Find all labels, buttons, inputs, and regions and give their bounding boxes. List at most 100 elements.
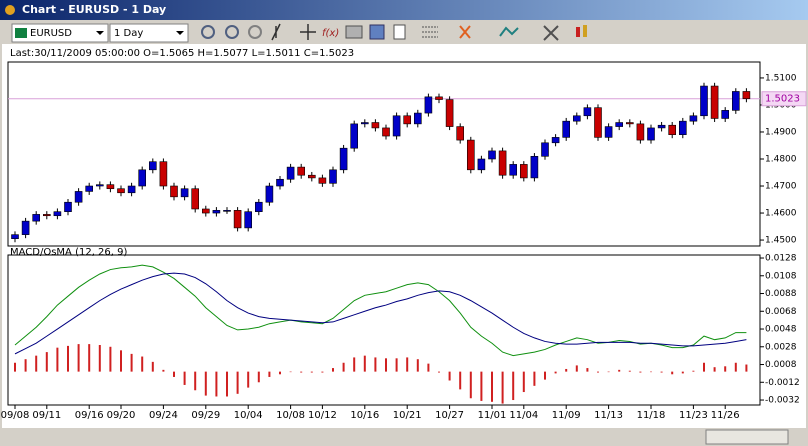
macd-line: [14, 264, 747, 357]
candle-body: [689, 115, 698, 122]
candle-body: [721, 110, 730, 119]
chart-type-icon[interactable]: [583, 25, 587, 37]
macd-title: MACD/OsMA (12, 26, 9): [10, 247, 128, 258]
candle-body: [307, 174, 316, 179]
y-tick-label: 1.4600: [765, 209, 797, 219]
osma-bar: [395, 358, 398, 372]
x-tick-label: 09/08: [1, 410, 30, 421]
osma-bar: [628, 370, 631, 372]
candle-body: [742, 91, 751, 100]
zoom-reset[interactable]: [248, 25, 262, 39]
osma-bar: [586, 368, 589, 372]
objects-icon[interactable]: [459, 25, 471, 39]
osma-bar: [650, 371, 652, 373]
candle-body: [551, 137, 560, 144]
x-tick-label: 10/04: [234, 410, 263, 421]
osma-bar: [448, 371, 451, 381]
candle-body: [615, 122, 624, 127]
osma-bar: [459, 371, 462, 390]
osma-bar: [236, 371, 239, 394]
candle-body: [276, 178, 284, 187]
candle-body: [572, 115, 581, 122]
osma-bar: [480, 371, 483, 401]
candle-body: [541, 142, 549, 157]
candle-body: [519, 164, 528, 179]
chart-type-icon[interactable]: [576, 27, 580, 37]
scale-tool[interactable]: [271, 23, 281, 41]
app-icon: [5, 5, 15, 15]
y-tick-label: 1.4500: [765, 236, 797, 246]
osma-bar: [491, 371, 493, 402]
indicator-icon[interactable]: [499, 26, 519, 37]
candle-body: [657, 124, 666, 129]
y-tick-label: 0.0048: [765, 325, 797, 335]
current-price-box: [761, 91, 807, 107]
doc-icon[interactable]: [393, 24, 406, 40]
osma-bar: [385, 358, 387, 372]
print-icon[interactable]: [345, 25, 363, 39]
candle-body: [233, 210, 242, 229]
combo-arrow: [176, 31, 184, 35]
candle-body: [350, 123, 359, 149]
candle-body: [32, 214, 41, 222]
x-tick-label: 11/23: [679, 410, 708, 421]
osma-bar: [544, 371, 546, 380]
osma-bar: [88, 344, 91, 372]
grid-icon[interactable]: [422, 26, 438, 38]
y-tick-label: -0.0012: [765, 378, 800, 388]
symbol-combo[interactable]: [11, 23, 109, 43]
y-tick-label: -0.0032: [765, 396, 800, 406]
candle-body: [583, 107, 592, 117]
scroll-thumb[interactable]: [705, 429, 789, 445]
osma-bar: [141, 356, 144, 372]
candle-body: [466, 139, 475, 171]
osma-bar: [607, 371, 610, 373]
candle-body: [382, 127, 390, 137]
osma-bar: [300, 371, 303, 373]
osma-bar: [374, 357, 377, 372]
osma-bar: [268, 371, 271, 377]
osma-bar: [247, 371, 250, 388]
osma-bar: [257, 371, 260, 383]
osma-bar: [724, 366, 727, 372]
x-tick-label: 09/29: [191, 410, 220, 421]
y-tick-label: 0.0108: [765, 271, 797, 281]
osma-bar: [120, 350, 122, 372]
osma-bar: [416, 359, 419, 372]
timeframe-combo[interactable]: [109, 23, 189, 43]
candle-body: [117, 188, 125, 194]
candle-body: [530, 155, 539, 179]
scrollbar[interactable]: [2, 428, 806, 446]
candle-body: [159, 161, 168, 187]
osma-bar: [522, 371, 525, 393]
osma-bar: [363, 355, 366, 372]
timeframe-value: 1 Day: [114, 28, 143, 39]
save-icon[interactable]: [369, 24, 385, 40]
tools-icon[interactable]: [543, 25, 559, 41]
y-tick-label: 1.4800: [765, 154, 797, 164]
symbol-icon: [15, 28, 27, 38]
osma-bar: [342, 362, 345, 372]
osma-bar: [353, 357, 356, 372]
candle-body: [509, 164, 518, 176]
y-tick-label: 0.0128: [765, 254, 797, 264]
candle-body: [710, 85, 719, 119]
zoom-out[interactable]: [225, 25, 239, 39]
title-bar: [0, 0, 808, 20]
function-icon[interactable]: f(x): [322, 28, 339, 39]
zoom-in[interactable]: [201, 25, 215, 39]
osma-bar: [77, 344, 80, 372]
osma-bar: [618, 369, 621, 372]
x-tick-label: 11/26: [711, 410, 740, 421]
candle-body: [64, 201, 72, 212]
candle-body: [339, 147, 348, 171]
osma-bar: [45, 352, 48, 372]
candle-body: [700, 85, 708, 117]
candle-body: [223, 210, 231, 212]
crosshair[interactable]: [300, 24, 316, 40]
candle-body: [255, 201, 263, 212]
x-tick-label: 09/20: [107, 410, 136, 421]
osma-bar: [310, 371, 313, 373]
x-tick-label: 10/16: [350, 410, 379, 421]
candle-body: [286, 166, 295, 180]
